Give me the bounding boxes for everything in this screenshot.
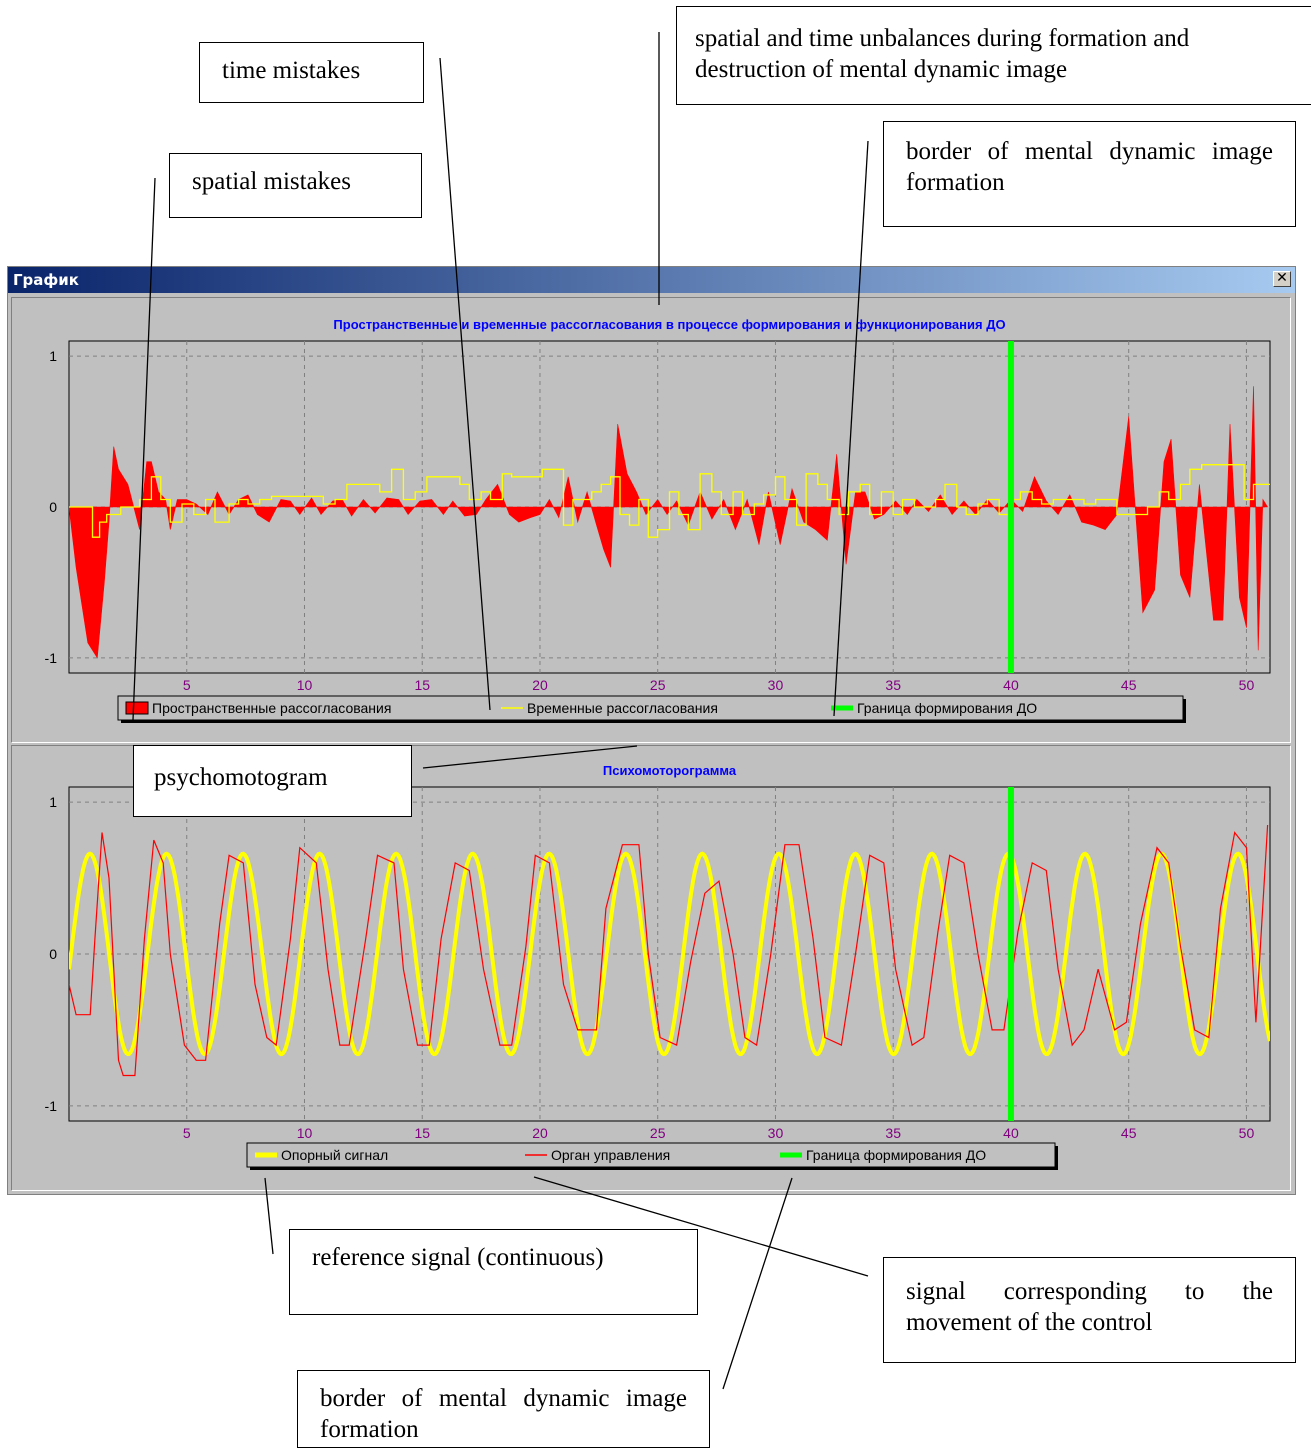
x-tick-label: 50 xyxy=(1239,1125,1255,1141)
legend-label: Временные рассогласования xyxy=(527,700,718,716)
x-tick-label: 50 xyxy=(1239,677,1255,693)
x-tick-label: 10 xyxy=(297,1125,313,1141)
x-tick-label: 40 xyxy=(1003,677,1019,693)
x-tick-label: 30 xyxy=(768,677,784,693)
close-icon: ✕ xyxy=(1276,270,1288,286)
plot-series xyxy=(69,824,1270,1077)
x-tick-label: 35 xyxy=(885,1125,901,1141)
legend-label: Граница формирования ДО xyxy=(857,700,1037,716)
x-tick-label: 15 xyxy=(414,677,430,693)
y-tick-label: 0 xyxy=(49,499,57,515)
border-formation-bottom-callout: border of mental dynamic image formation xyxy=(297,1370,710,1448)
control-signal-callout: signal corresponding to the movement of … xyxy=(883,1257,1296,1363)
series-time-unbalances xyxy=(69,464,1270,538)
x-tick-label: 30 xyxy=(768,1125,784,1141)
y-tick-label: 1 xyxy=(49,794,57,810)
leader-border-bottom xyxy=(722,1177,793,1390)
legend: Опорный сигнал Орган управления Граница фо… xyxy=(246,1142,1058,1170)
x-tick-label: 35 xyxy=(885,677,901,693)
plot-series xyxy=(69,386,1270,659)
y-tick-label: 1 xyxy=(49,348,57,364)
legend: Пространственные рассогласования Временны… xyxy=(117,695,1186,723)
legend-box xyxy=(246,1142,1056,1168)
time-mistakes-callout: time mistakes xyxy=(199,42,424,103)
chart-title: Пространственные и временные рассогласов… xyxy=(333,317,1005,332)
legend-label: Орган управления xyxy=(551,1147,670,1163)
x-tick-label: 25 xyxy=(650,677,666,693)
y-tick-label: -1 xyxy=(45,1098,58,1114)
legend-label: Граница формирования ДО xyxy=(806,1147,986,1163)
psychomotogram-callout: psychomotogram xyxy=(133,745,412,817)
series-spatial-unbalances xyxy=(69,386,1268,659)
series-control-organ xyxy=(69,824,1269,1077)
legend-label: Опорный сигнал xyxy=(281,1147,388,1163)
chart-title: Психомоторограмма xyxy=(603,763,737,778)
legend-label: Пространственные рассогласования xyxy=(152,700,391,716)
charts-canvas: Пространственные и временные рассогласов… xyxy=(45,317,1271,1170)
y-tick-label: 0 xyxy=(49,946,57,962)
legend-box xyxy=(117,695,1184,721)
x-tick-label: 45 xyxy=(1121,1125,1137,1141)
series-reference-signal xyxy=(69,851,1270,1057)
graph-window: График ✕ Пространственные и временные ра… xyxy=(7,266,1296,1195)
close-button[interactable]: ✕ xyxy=(1273,271,1291,287)
x-tick-label: 15 xyxy=(414,1125,430,1141)
x-tick-label: 25 xyxy=(650,1125,666,1141)
border-formation-top-callout: border of mental dynamic image formation xyxy=(883,121,1296,227)
top-chart-pane xyxy=(11,297,1291,743)
legend-swatch xyxy=(125,701,149,715)
window-title: График xyxy=(13,271,79,289)
x-tick-label: 45 xyxy=(1121,677,1137,693)
x-tick-label: 10 xyxy=(297,677,313,693)
window-titlebar[interactable]: График ✕ xyxy=(8,267,1295,293)
x-tick-label: 20 xyxy=(532,1125,548,1141)
x-tick-label: 40 xyxy=(1003,1125,1019,1141)
x-tick-label: 20 xyxy=(532,677,548,693)
chart-1: Пространственные и временные рассогласов… xyxy=(45,317,1271,723)
spatial-time-unbalances-callout: spatial and time unbalances during forma… xyxy=(676,6,1311,105)
y-tick-label: -1 xyxy=(45,650,58,666)
x-tick-label: 5 xyxy=(183,677,191,693)
reference-signal-callout: reference signal (continuous) xyxy=(289,1229,698,1315)
spatial-mistakes-callout: spatial mistakes xyxy=(169,153,422,218)
x-tick-label: 5 xyxy=(183,1125,191,1141)
